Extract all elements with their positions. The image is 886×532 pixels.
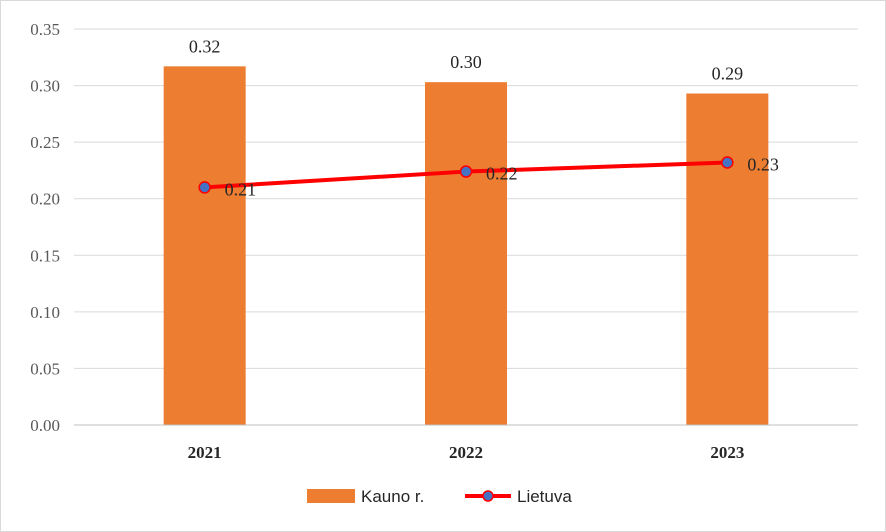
line-data-label: 0.21 [225, 179, 257, 199]
legend: Kauno r. Lietuva [307, 487, 572, 506]
y-tick-label: 0.20 [30, 190, 60, 209]
bar [425, 82, 507, 426]
bar-data-label: 0.30 [450, 52, 482, 72]
y-axis-tick-labels: 0.00 0.05 0.10 0.15 0.20 0.25 0.30 0.35 [30, 20, 60, 435]
y-tick-label: 0.00 [30, 416, 60, 435]
bar-data-label: 0.29 [712, 63, 744, 83]
bar-data-labels: 0.32 0.30 0.29 [189, 36, 743, 83]
x-tick-label: 2023 [710, 443, 744, 462]
y-tick-label: 0.05 [30, 359, 60, 378]
bar [686, 93, 769, 426]
bar [163, 66, 246, 425]
line-marker [721, 156, 734, 169]
legend-swatch-marker [482, 490, 494, 502]
bar-data-label: 0.32 [189, 36, 221, 56]
y-tick-label: 0.35 [30, 20, 60, 39]
line-data-labels: 0.21 0.22 0.23 [225, 155, 779, 200]
x-axis: 2021 2022 2023 [74, 424, 858, 462]
y-tick-label: 0.15 [30, 246, 60, 265]
y-tick-label: 0.30 [30, 77, 60, 96]
bar-series [163, 66, 769, 426]
line-marker [459, 165, 473, 178]
line-marker [198, 181, 211, 194]
y-tick-label: 0.10 [30, 303, 60, 322]
legend-label-line: Lietuva [517, 487, 572, 506]
x-tick-label: 2022 [449, 443, 483, 462]
line-series [198, 156, 734, 194]
legend-swatch-bar [307, 489, 355, 503]
line-data-label: 0.23 [747, 155, 779, 175]
line-data-label: 0.22 [486, 164, 518, 184]
y-tick-label: 0.25 [30, 133, 60, 152]
x-tick-label: 2021 [188, 443, 222, 462]
legend-label-bar: Kauno r. [361, 487, 424, 506]
